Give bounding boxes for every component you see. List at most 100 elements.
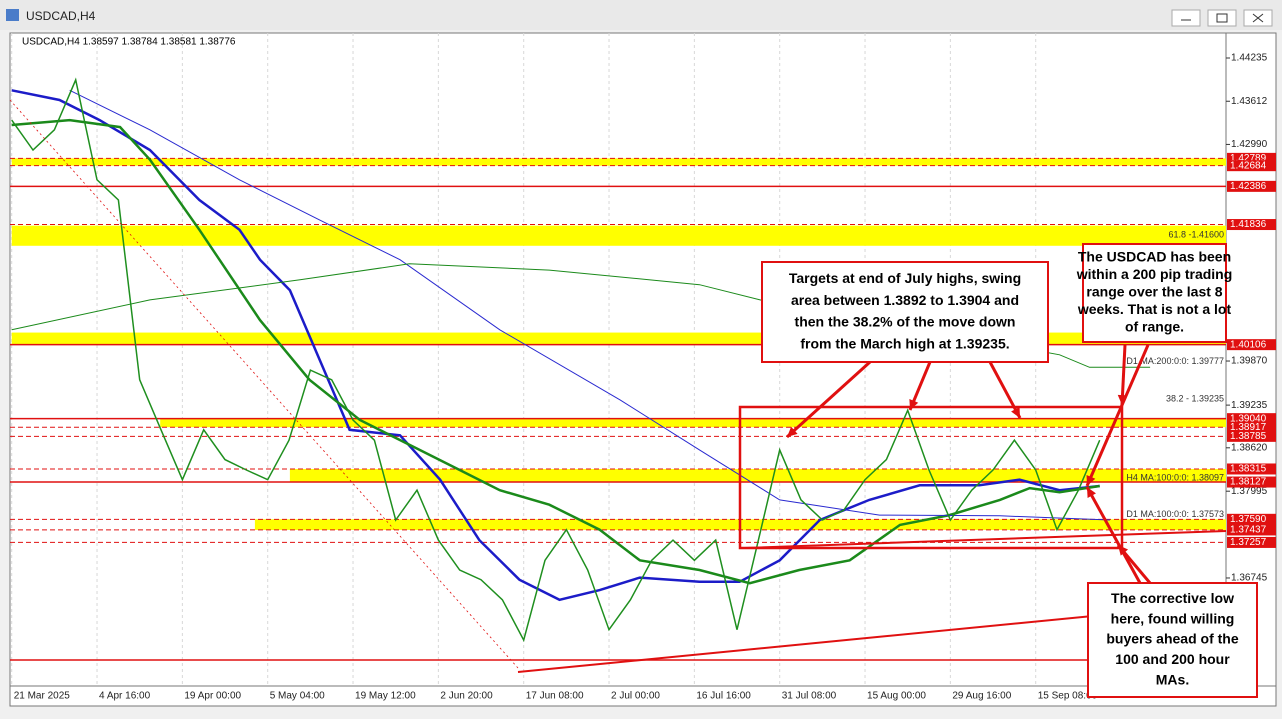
level-label-bg bbox=[1227, 476, 1276, 488]
date-label: 29 Aug 16:00 bbox=[952, 691, 1011, 702]
object-label: D1 MA:200:0:0: 1.39777 bbox=[1126, 356, 1224, 366]
note-text: of range. bbox=[1125, 319, 1184, 335]
note-text: buyers ahead of the bbox=[1106, 631, 1238, 647]
note-text: Targets at end of July highs, swing bbox=[789, 270, 1021, 286]
note-text: then the 38.2% of the move down bbox=[795, 314, 1016, 330]
yellow-zone bbox=[11, 158, 1227, 166]
date-label: 19 Apr 00:00 bbox=[184, 691, 241, 702]
level-label: 1.37590 bbox=[1230, 514, 1267, 525]
date-label: 2 Jun 20:00 bbox=[440, 691, 493, 702]
price-tick-label: 1.43612 bbox=[1231, 96, 1268, 107]
note-text: The corrective low bbox=[1111, 590, 1234, 606]
yellow-zone bbox=[11, 225, 1227, 246]
date-label: 17 Jun 08:00 bbox=[526, 691, 584, 702]
range-box bbox=[738, 405, 1124, 550]
price-tick-label: 1.38620 bbox=[1231, 442, 1268, 453]
date-label: 31 Jul 08:00 bbox=[782, 691, 837, 702]
close-icon bbox=[1252, 13, 1264, 23]
level-label: 1.37257 bbox=[1230, 537, 1267, 548]
level-label: 1.40106 bbox=[1230, 339, 1267, 350]
chart-header: USDCAD,H4 1.38597 1.38784 1.38581 1.3877… bbox=[22, 37, 236, 48]
note-text: The USDCAD has been bbox=[1078, 249, 1231, 265]
note-text: from the March high at 1.39235. bbox=[800, 335, 1009, 351]
plot-layer: 21 Mar 2025 4 Apr 16:00 19 Apr 00:00 5 May … bbox=[9, 33, 1276, 702]
arrow bbox=[1120, 344, 1127, 406]
object-label: H4 MA:100:0:0: 1.38097 bbox=[1126, 472, 1224, 482]
level-label: 1.42684 bbox=[1230, 160, 1267, 171]
title-bar bbox=[0, 0, 1282, 30]
object-label: 61.8 -1.41600 bbox=[1168, 229, 1224, 239]
restore-icon bbox=[1216, 13, 1228, 23]
restore-button[interactable] bbox=[1207, 9, 1237, 27]
time-axis bbox=[9, 685, 1277, 707]
level-label-bg bbox=[1227, 513, 1276, 525]
arrow bbox=[785, 360, 872, 439]
note-box bbox=[1087, 582, 1258, 698]
moving-average bbox=[11, 118, 1100, 585]
price-tick-label: 1.42990 bbox=[1231, 139, 1268, 150]
note-text: area between 1.3892 to 1.3904 and bbox=[791, 292, 1019, 308]
note-text: weeks. That is not a lot bbox=[1077, 301, 1232, 317]
price-tick-label: 1.44235 bbox=[1231, 53, 1268, 64]
level-label-bg bbox=[1227, 152, 1276, 164]
date-label: 15 Sep 08:00 bbox=[1038, 691, 1098, 702]
note-text: within a 200 pip trading bbox=[1076, 266, 1233, 282]
level-label: 1.38785 bbox=[1230, 431, 1267, 442]
level-label-bg bbox=[1227, 463, 1276, 475]
level-label-bg bbox=[1227, 524, 1276, 536]
trendline bbox=[744, 530, 1227, 549]
note-text: range over the last 8 bbox=[1086, 284, 1222, 300]
level-label-bg bbox=[1227, 339, 1276, 351]
price-line bbox=[11, 77, 1101, 643]
arrow-head bbox=[1086, 475, 1096, 486]
level-label: 1.42789 bbox=[1230, 153, 1267, 164]
level-label: 1.39040 bbox=[1230, 413, 1267, 424]
level-label-bg bbox=[1227, 421, 1276, 433]
level-label-bg bbox=[1227, 180, 1276, 192]
yellow-zone bbox=[289, 468, 1227, 483]
level-label-bg bbox=[1227, 219, 1276, 231]
level-label: 1.42386 bbox=[1230, 181, 1267, 192]
date-label: 19 May 12:00 bbox=[355, 691, 416, 702]
moving-average bbox=[11, 263, 1151, 368]
arrow-head bbox=[1087, 487, 1096, 498]
fib-line bbox=[9, 99, 519, 669]
level-label: 1.37437 bbox=[1230, 525, 1267, 536]
price-tick-label: 1.39870 bbox=[1231, 356, 1268, 367]
arrow bbox=[1085, 486, 1142, 584]
date-label: 2 Jul 00:00 bbox=[611, 691, 660, 702]
level-label: 1.38127 bbox=[1230, 477, 1267, 488]
window-title: USDCAD,H4 bbox=[26, 9, 96, 23]
object-label: 38.2 - 1.39235 bbox=[1166, 393, 1224, 403]
arrow-head bbox=[1011, 407, 1020, 418]
note-box bbox=[1082, 243, 1227, 343]
price-tick-label: 1.37995 bbox=[1231, 486, 1268, 497]
date-label: 4 Apr 16:00 bbox=[99, 691, 151, 702]
date-label: 15 Aug 00:00 bbox=[867, 691, 926, 702]
note-text: MAs. bbox=[1156, 671, 1189, 687]
moving-average bbox=[11, 89, 1100, 602]
level-label: 1.38315 bbox=[1230, 464, 1267, 475]
price-tick-label: 1.39235 bbox=[1231, 400, 1268, 411]
arrow-head bbox=[909, 399, 919, 410]
level-label-bg bbox=[1227, 160, 1276, 172]
price-tick-label: 1.36745 bbox=[1231, 573, 1268, 584]
date-label: 21 Mar 2025 bbox=[14, 691, 71, 702]
date-label: 5 May 04:00 bbox=[270, 691, 325, 702]
object-label: D1 MA:100:0:0: 1.37573 bbox=[1126, 509, 1224, 519]
yellow-zone bbox=[160, 418, 1227, 428]
arrow bbox=[988, 361, 1022, 419]
price-axis bbox=[1225, 32, 1277, 687]
note-box bbox=[761, 261, 1049, 363]
minimize-button[interactable] bbox=[1171, 9, 1201, 27]
date-label: 16 Jul 16:00 bbox=[696, 691, 751, 702]
window-icon bbox=[6, 9, 19, 21]
moving-average bbox=[69, 89, 1110, 521]
arrow bbox=[1085, 344, 1150, 487]
level-label: 1.38917 bbox=[1230, 422, 1267, 433]
level-label-bg bbox=[1227, 536, 1276, 548]
level-label: 1.41836 bbox=[1230, 219, 1267, 230]
note-text: here, found willing bbox=[1111, 610, 1235, 626]
note-text: 100 and 200 hour bbox=[1115, 651, 1230, 667]
